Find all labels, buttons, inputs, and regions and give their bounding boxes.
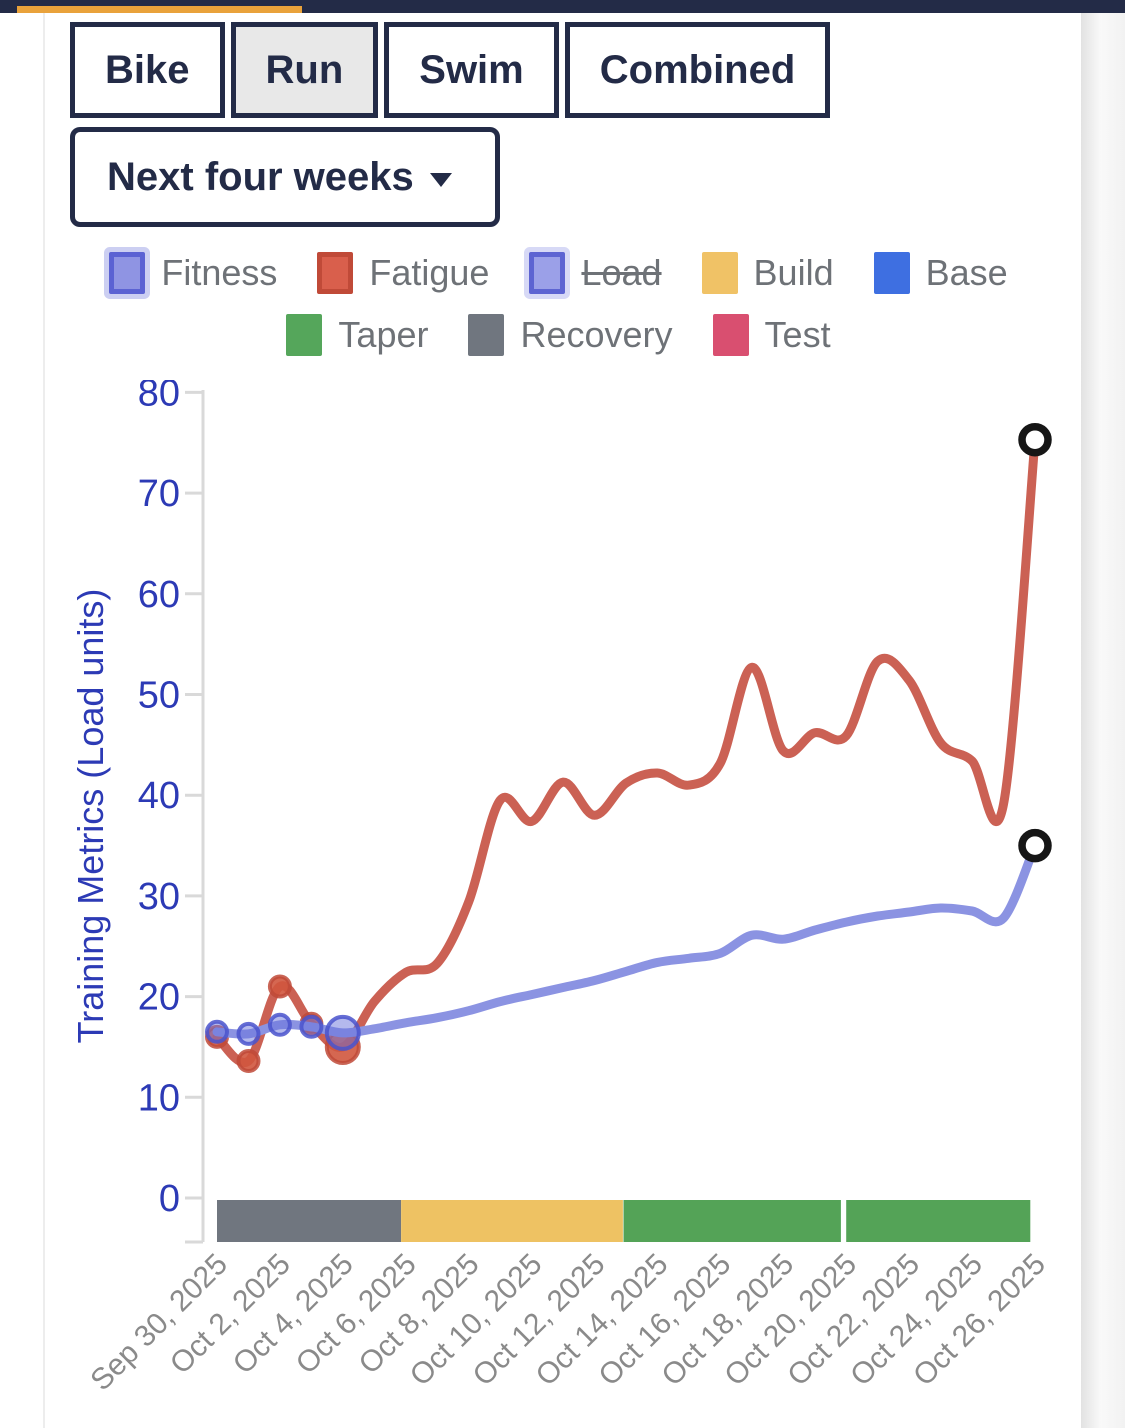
y-tick-label: 30 <box>138 876 180 918</box>
legend-item-test[interactable]: Test <box>712 314 831 356</box>
top-accent-bar <box>17 6 302 13</box>
y-tick-label: 20 <box>138 977 180 1019</box>
legend-item-fitness[interactable]: Fitness <box>109 252 277 294</box>
tab-run[interactable]: Run <box>230 22 379 118</box>
legend-label-base: Base <box>925 252 1008 293</box>
sport-tabs: Bike Run Swim Combined <box>70 22 831 118</box>
fitness-point <box>267 1012 292 1037</box>
fitness-point <box>299 1014 324 1039</box>
fitness-point <box>324 1014 361 1051</box>
y-tick-label: 10 <box>138 1077 180 1119</box>
y-tick-label: 50 <box>138 675 180 717</box>
phase-band-taper <box>623 1200 841 1242</box>
legend-label-recovery: Recovery <box>520 314 673 355</box>
fatigue-line <box>212 435 1040 1067</box>
legend-label-load: Load <box>581 252 662 293</box>
legend-item-recovery[interactable]: Recovery <box>468 314 673 356</box>
legend-swatch-build <box>701 252 738 294</box>
period-dropdown-label: Next four weeks <box>107 154 414 199</box>
period-dropdown[interactable]: Next four weeks <box>70 127 500 227</box>
left-divider <box>43 13 45 1428</box>
legend-item-fatigue[interactable]: Fatigue <box>317 252 489 294</box>
legend-row-1: Fitness Fatigue Load Build Base <box>109 252 1008 294</box>
legend-label-test: Test <box>764 314 831 355</box>
page-scrollbar-track[interactable] <box>1081 13 1125 1428</box>
training-metrics-chart: 0 10 20 30 40 50 60 70 80 Training Metrics (Load … <box>70 380 1052 1397</box>
legend-swatch-recovery <box>468 314 505 356</box>
legend-item-taper[interactable]: Taper <box>286 314 428 356</box>
legend-label-fitness: Fitness <box>161 252 278 293</box>
fatigue-point <box>267 974 292 999</box>
legend-item-build[interactable]: Build <box>701 252 834 294</box>
y-tick-label: 40 <box>138 775 180 817</box>
legend-item-load[interactable]: Load <box>529 252 662 294</box>
y-tick-label: 70 <box>138 473 180 515</box>
legend-swatch-fatigue <box>317 252 354 294</box>
legend-item-base[interactable]: Base <box>873 252 1008 294</box>
legend-swatch-taper <box>286 314 323 356</box>
fitness-end-marker <box>1018 828 1052 863</box>
legend-label-fatigue: Fatigue <box>369 252 490 293</box>
tab-combined[interactable]: Combined <box>564 22 831 118</box>
chevron-down-icon <box>429 173 452 187</box>
phase-band-build <box>401 1200 623 1242</box>
legend-label-taper: Taper <box>338 314 429 355</box>
fitness-point <box>236 1021 261 1046</box>
y-tick-label: 80 <box>138 380 180 414</box>
fitness-point <box>205 1019 229 1044</box>
y-tick-label: 60 <box>138 574 180 616</box>
fatigue-end-marker <box>1018 422 1052 457</box>
legend-swatch-load <box>529 252 566 294</box>
fitness-line <box>212 841 1040 1039</box>
fatigue-point <box>236 1049 261 1073</box>
legend-row-2: Taper Recovery Test <box>286 314 831 356</box>
y-tick-label: 0 <box>159 1178 180 1220</box>
legend-swatch-test <box>712 314 749 356</box>
tab-swim[interactable]: Swim <box>384 22 559 118</box>
legend-swatch-base <box>873 252 910 294</box>
phase-band-recovery <box>217 1200 402 1242</box>
y-axis-title: Training Metrics (Load units) <box>70 589 111 1044</box>
tab-bike[interactable]: Bike <box>70 22 225 118</box>
chart-legend: Fitness Fatigue Load Build Base Taper Recovery… <box>0 252 1117 356</box>
phase-band-taper <box>846 1200 1031 1242</box>
legend-label-build: Build <box>753 252 834 293</box>
legend-swatch-fitness <box>109 252 146 294</box>
